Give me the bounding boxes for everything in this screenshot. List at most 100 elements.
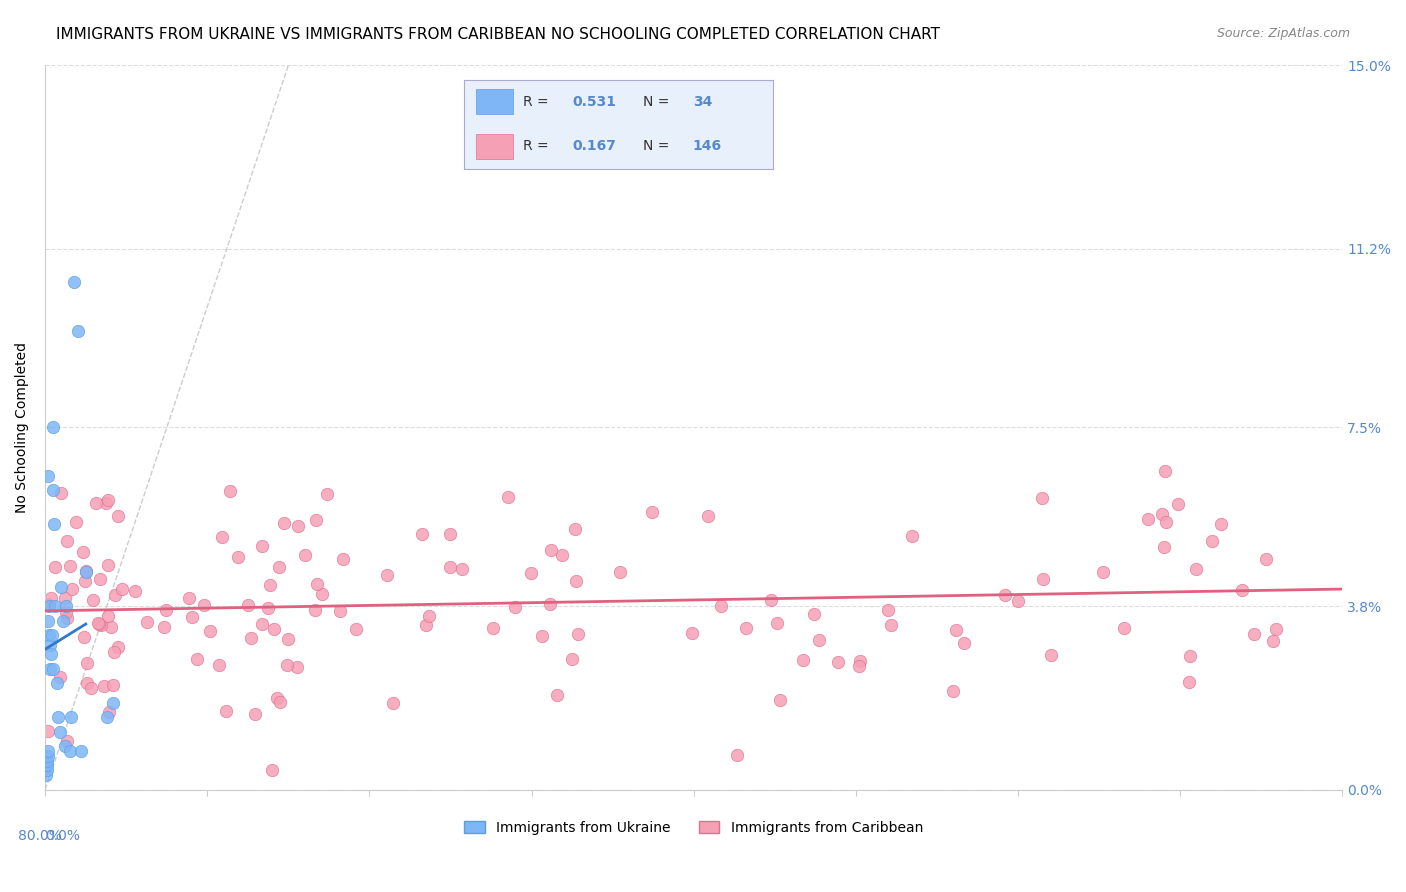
Point bbox=[89, 573, 111, 587]
Point bbox=[734, 621, 756, 635]
Point bbox=[60, 710, 83, 724]
Point bbox=[53, 739, 76, 753]
Point bbox=[1031, 491, 1053, 505]
Text: 146: 146 bbox=[693, 139, 723, 153]
Point bbox=[411, 527, 433, 541]
Point bbox=[316, 487, 339, 501]
Point bbox=[180, 610, 202, 624]
Point bbox=[82, 592, 104, 607]
Point bbox=[482, 621, 505, 635]
Point bbox=[267, 559, 290, 574]
Point bbox=[76, 656, 98, 670]
Point bbox=[35, 763, 58, 777]
Point bbox=[849, 654, 872, 668]
Point bbox=[332, 552, 354, 566]
Point bbox=[257, 600, 280, 615]
Point bbox=[44, 599, 66, 613]
Point bbox=[63, 276, 86, 290]
Point bbox=[38, 599, 60, 613]
Point bbox=[1178, 675, 1201, 690]
Point bbox=[945, 623, 967, 637]
Point bbox=[609, 565, 631, 579]
Point bbox=[1243, 627, 1265, 641]
Point bbox=[696, 509, 718, 524]
Point bbox=[45, 676, 67, 690]
Point bbox=[39, 648, 62, 662]
Point bbox=[226, 549, 249, 564]
Point bbox=[87, 617, 110, 632]
Point bbox=[1156, 516, 1178, 530]
Point bbox=[135, 615, 157, 629]
Point bbox=[276, 658, 298, 673]
Point bbox=[725, 748, 748, 763]
Point bbox=[39, 591, 62, 605]
Point bbox=[97, 493, 120, 508]
Point bbox=[243, 707, 266, 722]
Point bbox=[51, 580, 73, 594]
Point bbox=[46, 710, 69, 724]
Point bbox=[49, 485, 72, 500]
Point bbox=[66, 324, 89, 338]
Point bbox=[58, 744, 80, 758]
Point bbox=[439, 559, 461, 574]
Point bbox=[1180, 648, 1202, 663]
Point bbox=[39, 638, 62, 652]
Point bbox=[880, 618, 903, 632]
Point bbox=[1154, 464, 1177, 478]
Point bbox=[1039, 648, 1062, 663]
Text: 80.0%: 80.0% bbox=[18, 830, 62, 844]
Point bbox=[42, 420, 65, 434]
Point bbox=[198, 624, 221, 638]
Point bbox=[827, 655, 849, 669]
Point bbox=[97, 558, 120, 572]
Point bbox=[294, 548, 316, 562]
Point bbox=[1167, 497, 1189, 511]
Point bbox=[311, 587, 333, 601]
Point bbox=[87, 615, 110, 630]
Point bbox=[41, 628, 63, 642]
Point bbox=[104, 588, 127, 602]
Point bbox=[56, 611, 79, 625]
Point bbox=[269, 695, 291, 709]
Point bbox=[681, 626, 703, 640]
Bar bbox=[477, 89, 513, 114]
Point bbox=[60, 582, 83, 596]
Point bbox=[266, 690, 288, 705]
Point bbox=[769, 692, 792, 706]
Point bbox=[565, 574, 588, 588]
Text: Source: ZipAtlas.com: Source: ZipAtlas.com bbox=[1216, 27, 1350, 40]
Point bbox=[215, 704, 238, 718]
Point bbox=[93, 679, 115, 693]
Point bbox=[415, 617, 437, 632]
Point bbox=[305, 513, 328, 527]
Point bbox=[1185, 561, 1208, 575]
Point bbox=[111, 582, 134, 596]
Point bbox=[564, 522, 586, 536]
Point bbox=[1264, 623, 1286, 637]
Point bbox=[44, 560, 66, 574]
Point bbox=[75, 564, 97, 578]
Point bbox=[439, 526, 461, 541]
Point bbox=[381, 696, 404, 710]
Point bbox=[44, 516, 66, 531]
Point bbox=[240, 631, 263, 645]
Text: IMMIGRANTS FROM UKRAINE VS IMMIGRANTS FROM CARIBBEAN NO SCHOOLING COMPLETED CORR: IMMIGRANTS FROM UKRAINE VS IMMIGRANTS FR… bbox=[56, 27, 941, 42]
Point bbox=[450, 562, 472, 576]
Point bbox=[75, 574, 97, 588]
Bar bbox=[477, 134, 513, 159]
Point bbox=[75, 565, 97, 579]
Point bbox=[530, 629, 553, 643]
Point bbox=[550, 549, 572, 563]
Point bbox=[107, 640, 129, 654]
Point bbox=[41, 662, 63, 676]
Point bbox=[55, 599, 77, 613]
Point bbox=[72, 545, 94, 559]
Point bbox=[808, 632, 831, 647]
Point bbox=[124, 583, 146, 598]
Text: 34: 34 bbox=[693, 95, 713, 109]
Point bbox=[37, 614, 59, 628]
Point bbox=[155, 603, 177, 617]
Point bbox=[56, 733, 79, 747]
Point bbox=[38, 628, 60, 642]
Point bbox=[90, 617, 112, 632]
